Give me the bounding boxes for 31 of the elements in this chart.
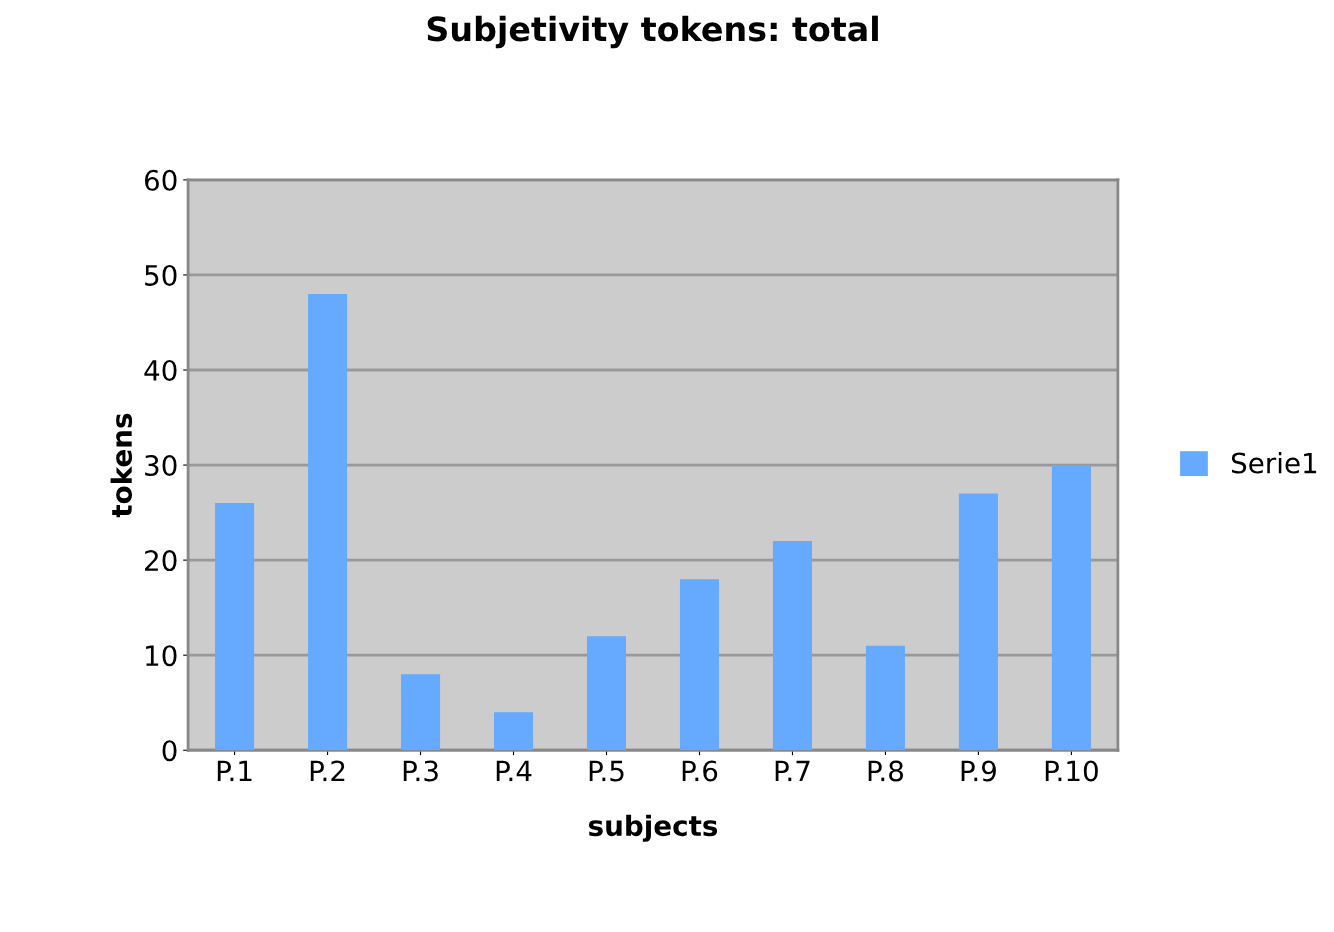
bar [679, 579, 720, 751]
x-axis-title: subjects [589, 814, 718, 842]
bar [1051, 465, 1091, 751]
legend-label: Serie1 [1231, 452, 1317, 474]
bar [308, 293, 348, 751]
y-tick-label: 10 [146, 645, 177, 667]
y-tick-label: 20 [145, 550, 177, 572]
x-tick-label: P.9 [961, 760, 996, 782]
bar [586, 636, 627, 751]
y-axis-title: tokens [110, 413, 133, 518]
y-tick-label: 60 [144, 169, 177, 191]
bar [865, 645, 905, 751]
x-tick-label: P.3 [403, 760, 438, 782]
bar [215, 503, 255, 751]
x-tick-label: P.2 [310, 760, 345, 782]
bar [958, 493, 998, 751]
bar [401, 674, 441, 751]
y-tick-label: 40 [144, 359, 177, 381]
x-tick-label: P.8 [868, 760, 903, 782]
bar [494, 712, 534, 751]
x-tick-label: P.1 [217, 760, 252, 782]
bar [772, 541, 812, 751]
y-tick-label: 50 [145, 264, 177, 286]
x-tick-label: P.5 [589, 760, 624, 782]
x-tick-label: P.10 [1045, 760, 1098, 782]
x-tick-label: P.7 [775, 760, 810, 782]
x-tick-label: P.6 [682, 760, 718, 782]
y-tick-label: 30 [145, 455, 177, 477]
chart-title: Subjetivity tokens: total [427, 15, 878, 49]
x-tick-label: P.4 [496, 760, 532, 782]
y-tick-label: 0 [162, 740, 177, 762]
